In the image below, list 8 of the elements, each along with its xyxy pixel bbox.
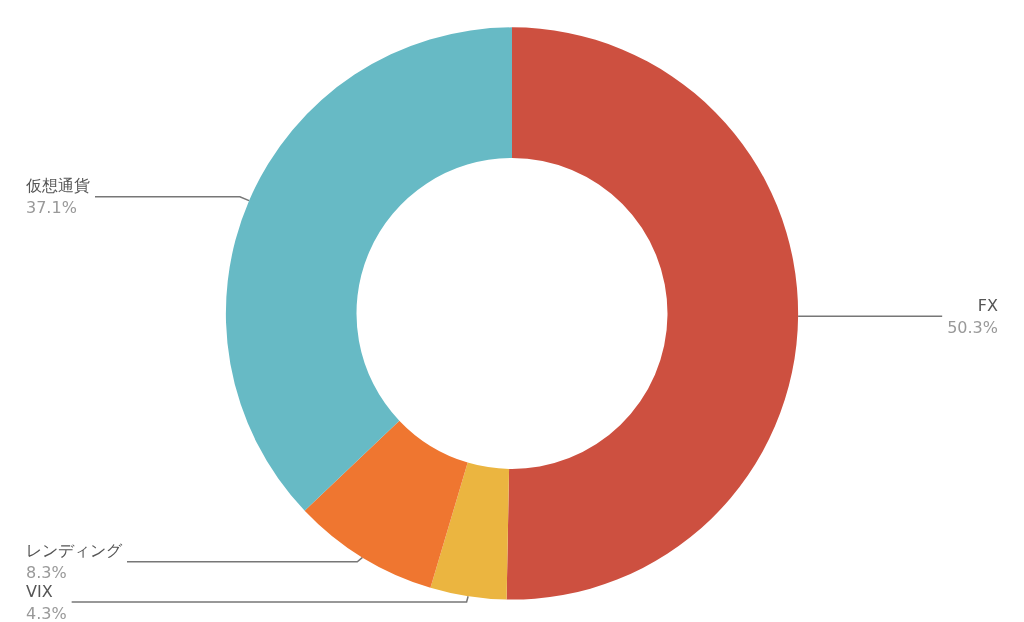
data-label: 8.3% [26,563,67,583]
slice-label: VIX [26,581,53,601]
slice-label: 仮想通貨 [25,176,90,196]
data-label: 37.1% [26,198,77,218]
slice-label: FX [977,295,999,315]
slice-label: レンディング [26,541,123,561]
data-label: 4.3% [26,603,67,622]
data-label: 50.3% [947,317,998,337]
